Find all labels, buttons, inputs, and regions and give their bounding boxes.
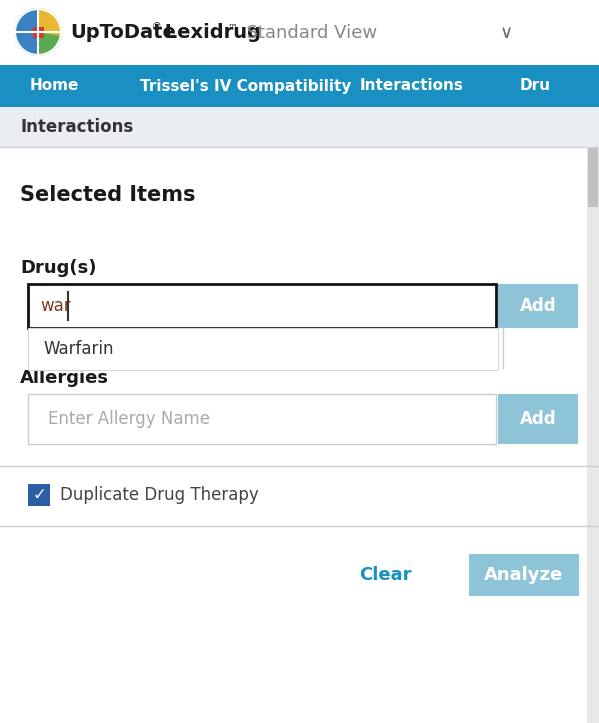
Text: Duplicate Drug Therapy: Duplicate Drug Therapy [60, 486, 259, 504]
Text: Add: Add [520, 410, 556, 428]
Bar [0, 107, 599, 147]
Bar [28, 284, 496, 328]
Text: ®: ® [152, 22, 162, 32]
Bar [0, 147, 587, 723]
Text: Analyze: Analyze [485, 566, 564, 584]
Text: Lexidrug: Lexidrug [158, 24, 261, 43]
Text: Dru: Dru [520, 79, 551, 93]
Text: Standard View: Standard View [235, 24, 377, 42]
Bar [587, 147, 599, 723]
Text: war: war [40, 297, 71, 315]
Text: Trissel's IV Compatibility: Trissel's IV Compatibility [140, 79, 352, 93]
Text: UpToDate: UpToDate [70, 24, 176, 43]
Bar [498, 394, 578, 444]
Bar [28, 328, 498, 370]
Text: Allergies: Allergies [20, 369, 109, 387]
Text: ✓: ✓ [32, 486, 46, 504]
Bar [28, 484, 50, 506]
Text: Interactions: Interactions [360, 79, 464, 93]
Text: Warfarin: Warfarin [43, 340, 113, 358]
Circle shape [15, 9, 61, 55]
Text: Add: Add [520, 297, 556, 315]
Text: Home: Home [30, 79, 80, 93]
Bar [469, 554, 579, 596]
Bar [498, 284, 578, 328]
Text: Interactions: Interactions [20, 118, 133, 136]
Bar [33, 27, 44, 38]
Bar [28, 394, 496, 444]
Bar [588, 147, 598, 207]
Bar [0, 0, 599, 65]
Text: ™: ™ [228, 22, 238, 32]
Text: Enter Allergy Name: Enter Allergy Name [48, 410, 210, 428]
Wedge shape [38, 32, 61, 36]
Wedge shape [38, 9, 61, 32]
Circle shape [14, 8, 62, 56]
Text: Clear: Clear [359, 566, 412, 584]
Text: ∨: ∨ [500, 24, 513, 42]
Text: Drug(s): Drug(s) [20, 259, 96, 277]
Wedge shape [15, 9, 38, 55]
Text: Selected Items: Selected Items [20, 185, 195, 205]
Bar [0, 65, 599, 107]
